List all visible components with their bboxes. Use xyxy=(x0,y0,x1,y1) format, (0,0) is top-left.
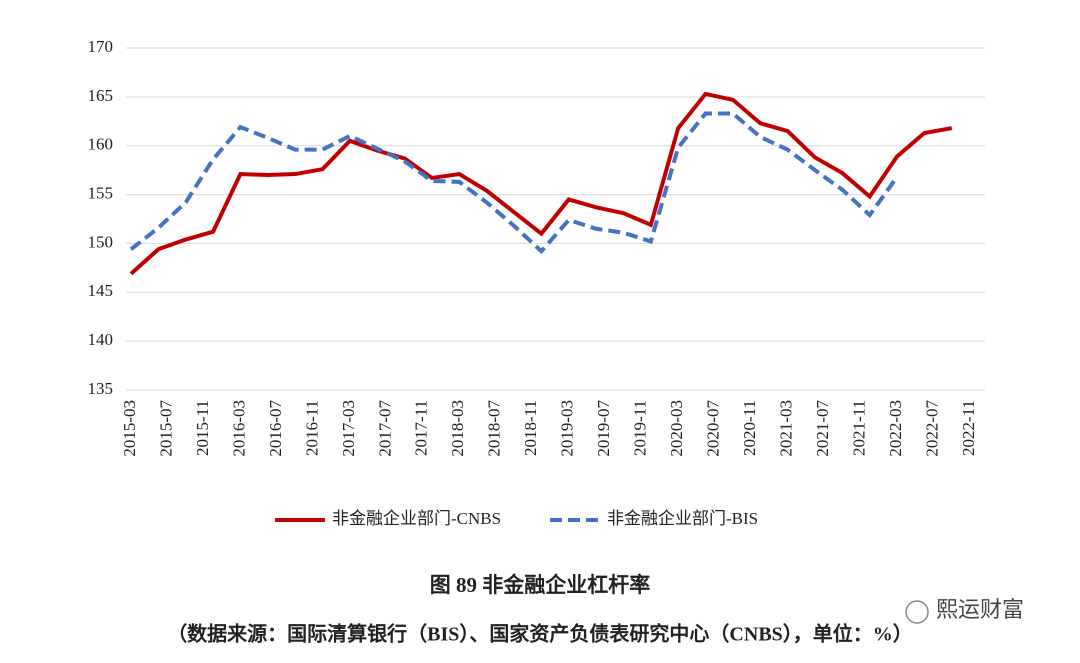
x-tick-label: 2021-11 xyxy=(849,400,868,456)
x-tick-label: 2019-03 xyxy=(558,400,577,457)
x-tick-label: 2022-03 xyxy=(886,400,905,457)
x-tick-label: 2020-11 xyxy=(740,400,759,456)
x-tick-label: 2019-07 xyxy=(594,400,613,457)
series-line xyxy=(129,111,899,255)
x-tick-label: 2018-03 xyxy=(448,400,467,457)
x-tick-label: 2015-03 xyxy=(120,400,139,457)
legend-label: 非金融企业部门-BIS xyxy=(607,509,758,528)
x-tick-label: 2017-03 xyxy=(339,400,358,457)
source: （数据来源：国际清算银行（BIS）、国家资产负债表研究中心（CNBS），单位：%… xyxy=(167,622,913,646)
x-tick-label: 2016-11 xyxy=(302,400,321,456)
y-tick-label: 150 xyxy=(88,232,114,251)
x-tick-label: 2022-07 xyxy=(922,400,941,457)
x-tick-label: 2019-11 xyxy=(631,400,650,456)
x-tick-label: 2015-11 xyxy=(193,400,212,456)
watermark: 熙运财富 xyxy=(936,597,1024,622)
series-line xyxy=(129,91,953,276)
y-tick-label: 145 xyxy=(88,281,114,300)
y-tick-label: 140 xyxy=(88,330,114,349)
x-tick-label: 2016-07 xyxy=(266,400,285,457)
y-tick-label: 160 xyxy=(88,135,114,154)
x-tick-label: 2015-07 xyxy=(156,400,175,457)
legend-label: 非金融企业部门-CNBS xyxy=(332,509,501,528)
y-tick-label: 170 xyxy=(88,37,114,56)
x-tick-label: 2016-03 xyxy=(229,400,248,457)
x-tick-label: 2020-07 xyxy=(704,400,723,457)
x-tick-label: 2017-07 xyxy=(375,400,394,457)
x-tick-label: 2018-11 xyxy=(521,400,540,456)
y-tick-label: 165 xyxy=(88,86,114,105)
x-tick-label: 2018-07 xyxy=(485,400,504,457)
x-tick-label: 2022-11 xyxy=(959,400,978,456)
x-tick-label: 2020-03 xyxy=(667,400,686,457)
x-tick-label: 2017-11 xyxy=(412,400,431,456)
y-tick-label: 155 xyxy=(88,183,114,202)
y-tick-label: 135 xyxy=(88,379,114,398)
watermark-icon xyxy=(905,600,929,624)
x-tick-label: 2021-07 xyxy=(813,400,832,457)
caption: 图 89 非金融企业杠杆率 xyxy=(430,573,651,597)
x-tick-label: 2021-03 xyxy=(777,400,796,457)
